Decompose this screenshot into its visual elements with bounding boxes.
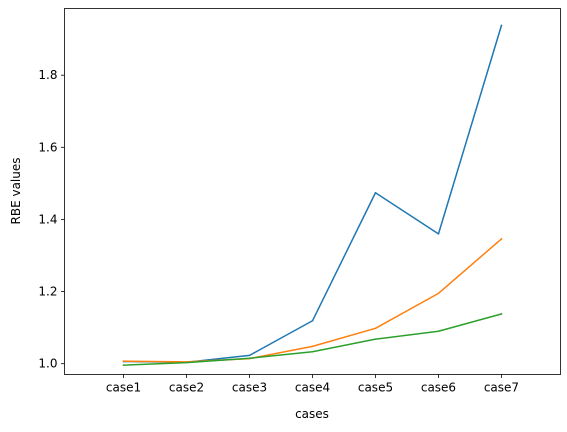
series-3-point-4	[311, 351, 314, 353]
x-tick-label: case5	[358, 381, 393, 395]
x-tick-label: case3	[232, 381, 267, 395]
series-1-point-6	[437, 233, 440, 235]
series-line-2	[122, 237, 503, 363]
x-tick-label: case4	[295, 381, 330, 395]
series-3-point-6	[437, 330, 440, 332]
series-2-point-7	[500, 238, 503, 240]
x-tick-label: case1	[106, 381, 141, 395]
x-axis: case1 case2 case3 case4 case5 case6 case7	[106, 374, 519, 395]
series-2-point-4	[311, 345, 314, 348]
y-tick-label: 1.8	[38, 68, 57, 82]
series-2-point-1	[122, 360, 125, 362]
series-3-point-5	[374, 338, 377, 340]
x-tick-label: case7	[484, 381, 519, 395]
series-3-point-1	[122, 364, 125, 366]
series-1-point-7	[500, 24, 503, 27]
y-tick-label: 1.4	[38, 212, 57, 226]
y-tick-label: 1.6	[38, 140, 57, 154]
series-2-point-6	[437, 292, 440, 295]
series-1-point-5	[374, 192, 377, 194]
x-axis-label: cases	[295, 407, 329, 421]
series-1-point-4	[311, 320, 314, 322]
series-3-point-2	[185, 361, 188, 364]
y-tick-label: 1.0	[38, 357, 57, 371]
series-3-point-7	[500, 313, 503, 315]
x-tick-label: case6	[421, 381, 456, 395]
y-axis: 1.0 1.2 1.4 1.6 1.8	[38, 68, 65, 371]
series-line-1	[122, 24, 503, 363]
series-2-point-5	[374, 327, 377, 330]
series-3-point-3	[248, 357, 251, 360]
y-axis-label: RBE values	[9, 158, 23, 225]
x-tick-label: case2	[169, 381, 204, 395]
y-tick-label: 1.2	[38, 285, 57, 299]
series-1-point-3	[248, 354, 251, 357]
plot-area	[122, 24, 503, 366]
